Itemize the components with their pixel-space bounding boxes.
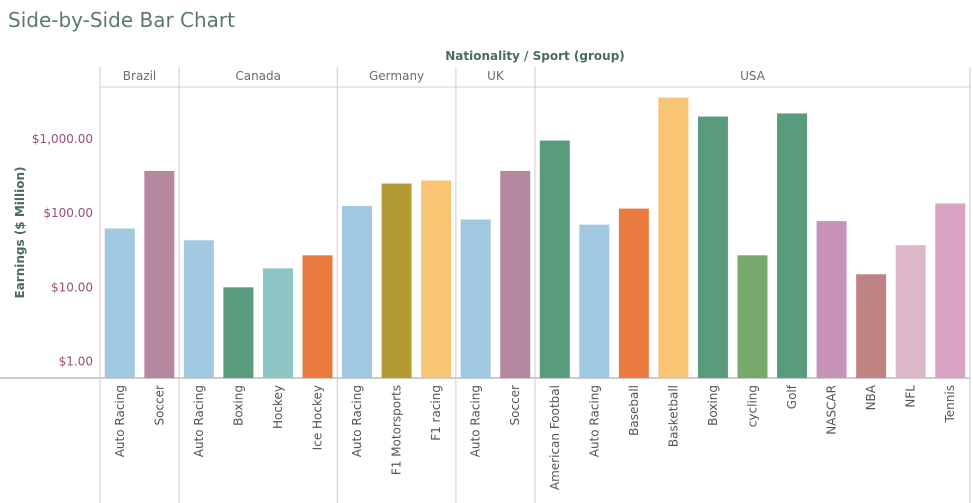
x-tick-label: Ice Hockey xyxy=(311,385,325,450)
x-tick-label: Auto Racing xyxy=(587,385,601,457)
bar xyxy=(500,170,531,378)
x-tick-label: Auto Racing xyxy=(469,385,483,457)
x-tick-label: Soccer xyxy=(152,385,166,426)
x-tick-label: American Footbal xyxy=(548,385,562,490)
bar xyxy=(302,255,333,378)
x-tick-label: Soccer xyxy=(508,385,522,426)
bar xyxy=(737,255,768,378)
group-label: Brazil xyxy=(123,69,157,83)
bar xyxy=(342,205,373,378)
x-tick-label: Baseball xyxy=(627,385,641,436)
x-tick-label: Hockey xyxy=(271,385,285,429)
x-tick-label: Auto Racing xyxy=(113,385,127,457)
x-tick-label: Golf xyxy=(785,384,799,409)
y-tick-label: $100.00 xyxy=(43,206,93,220)
group-label: UK xyxy=(487,69,505,83)
group-label: Canada xyxy=(235,69,281,83)
bar xyxy=(816,221,847,378)
chart-title: Side-by-Side Bar Chart xyxy=(8,8,235,32)
bar xyxy=(460,219,491,378)
y-tick-label: $1.00 xyxy=(59,355,93,369)
bar xyxy=(935,203,966,378)
bar xyxy=(658,97,689,378)
bar xyxy=(856,274,887,378)
x-tick-label: F1 Motorsports xyxy=(390,385,404,475)
bar xyxy=(895,245,926,378)
bar xyxy=(618,208,649,378)
x-tick-label: Boxing xyxy=(231,385,245,426)
x-tick-label: F1 racing xyxy=(429,385,443,441)
x-tick-label: NFL xyxy=(904,385,918,408)
x-tick-label: Basketball xyxy=(666,385,680,447)
y-tick-label: $10.00 xyxy=(51,280,93,294)
x-tick-label: Auto Racing xyxy=(350,385,364,457)
x-tick-label: Auto Racing xyxy=(192,385,206,457)
y-tick-label: $1,000.00 xyxy=(32,132,93,146)
bar xyxy=(539,140,570,378)
x-tick-label: Tennis xyxy=(943,385,957,423)
bar xyxy=(223,287,254,378)
y-axis-title: Earnings ($ Million) xyxy=(13,167,27,299)
bar xyxy=(579,224,610,378)
x-tick-label: cycling xyxy=(746,385,760,427)
x-tick-label: NASCAR xyxy=(825,385,839,435)
bar xyxy=(144,170,175,378)
bar xyxy=(421,180,452,378)
header-label: Nationality / Sport (group) xyxy=(445,49,625,63)
x-tick-label: NBA xyxy=(864,384,878,410)
group-label: Germany xyxy=(369,69,424,83)
bar xyxy=(381,183,412,378)
bar xyxy=(777,113,808,379)
bar xyxy=(104,228,135,378)
bar xyxy=(262,268,293,378)
x-tick-label: Boxing xyxy=(706,385,720,426)
group-label: USA xyxy=(740,69,766,83)
bar xyxy=(183,240,214,378)
bar xyxy=(697,116,728,378)
